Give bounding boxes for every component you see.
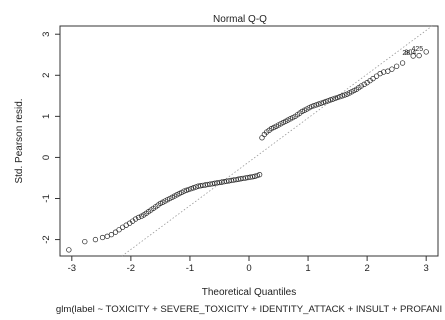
chart-title: Normal Q-Q xyxy=(213,14,267,25)
data-point xyxy=(260,135,265,140)
y-tick-label: -2 xyxy=(41,235,52,243)
x-axis-label: Theoretical Quantiles xyxy=(202,287,297,298)
data-point xyxy=(93,237,98,242)
x-tick-label: 3 xyxy=(424,263,429,274)
y-tick-label: 1 xyxy=(41,114,52,119)
y-tick-label: 2 xyxy=(41,73,52,78)
data-points xyxy=(67,50,429,253)
reference-line-group xyxy=(122,26,432,256)
data-point xyxy=(424,50,429,55)
data-point xyxy=(400,61,405,66)
x-tick-label: 1 xyxy=(305,263,310,274)
x-tick-label: -2 xyxy=(127,263,135,274)
plot-frame xyxy=(60,26,438,256)
model-formula-subtitle: glm(label ~ TOXICITY + SEVERE_TOXICITY +… xyxy=(56,304,442,315)
x-axis: -3 -2 -1 0 1 2 3 xyxy=(68,256,429,274)
x-tick-label: -1 xyxy=(186,263,194,274)
y-axis-label: Std. Pearson resid. xyxy=(14,98,25,183)
outlier-label: 804 xyxy=(404,50,416,57)
data-point xyxy=(100,235,105,240)
x-tick-label: 0 xyxy=(246,263,251,274)
data-point xyxy=(417,53,422,58)
data-point xyxy=(109,232,114,237)
data-point xyxy=(394,64,399,69)
data-point xyxy=(390,67,395,72)
data-point xyxy=(67,248,72,253)
x-tick-label: -3 xyxy=(68,263,76,274)
x-tick-label: 2 xyxy=(364,263,369,274)
data-point xyxy=(83,239,88,244)
qq-reference-line xyxy=(122,26,432,256)
y-tick-label: -1 xyxy=(41,194,52,202)
y-tick-label: 0 xyxy=(41,155,52,160)
y-axis: -2 -1 0 1 2 3 xyxy=(41,32,60,244)
y-tick-label: 3 xyxy=(41,32,52,37)
